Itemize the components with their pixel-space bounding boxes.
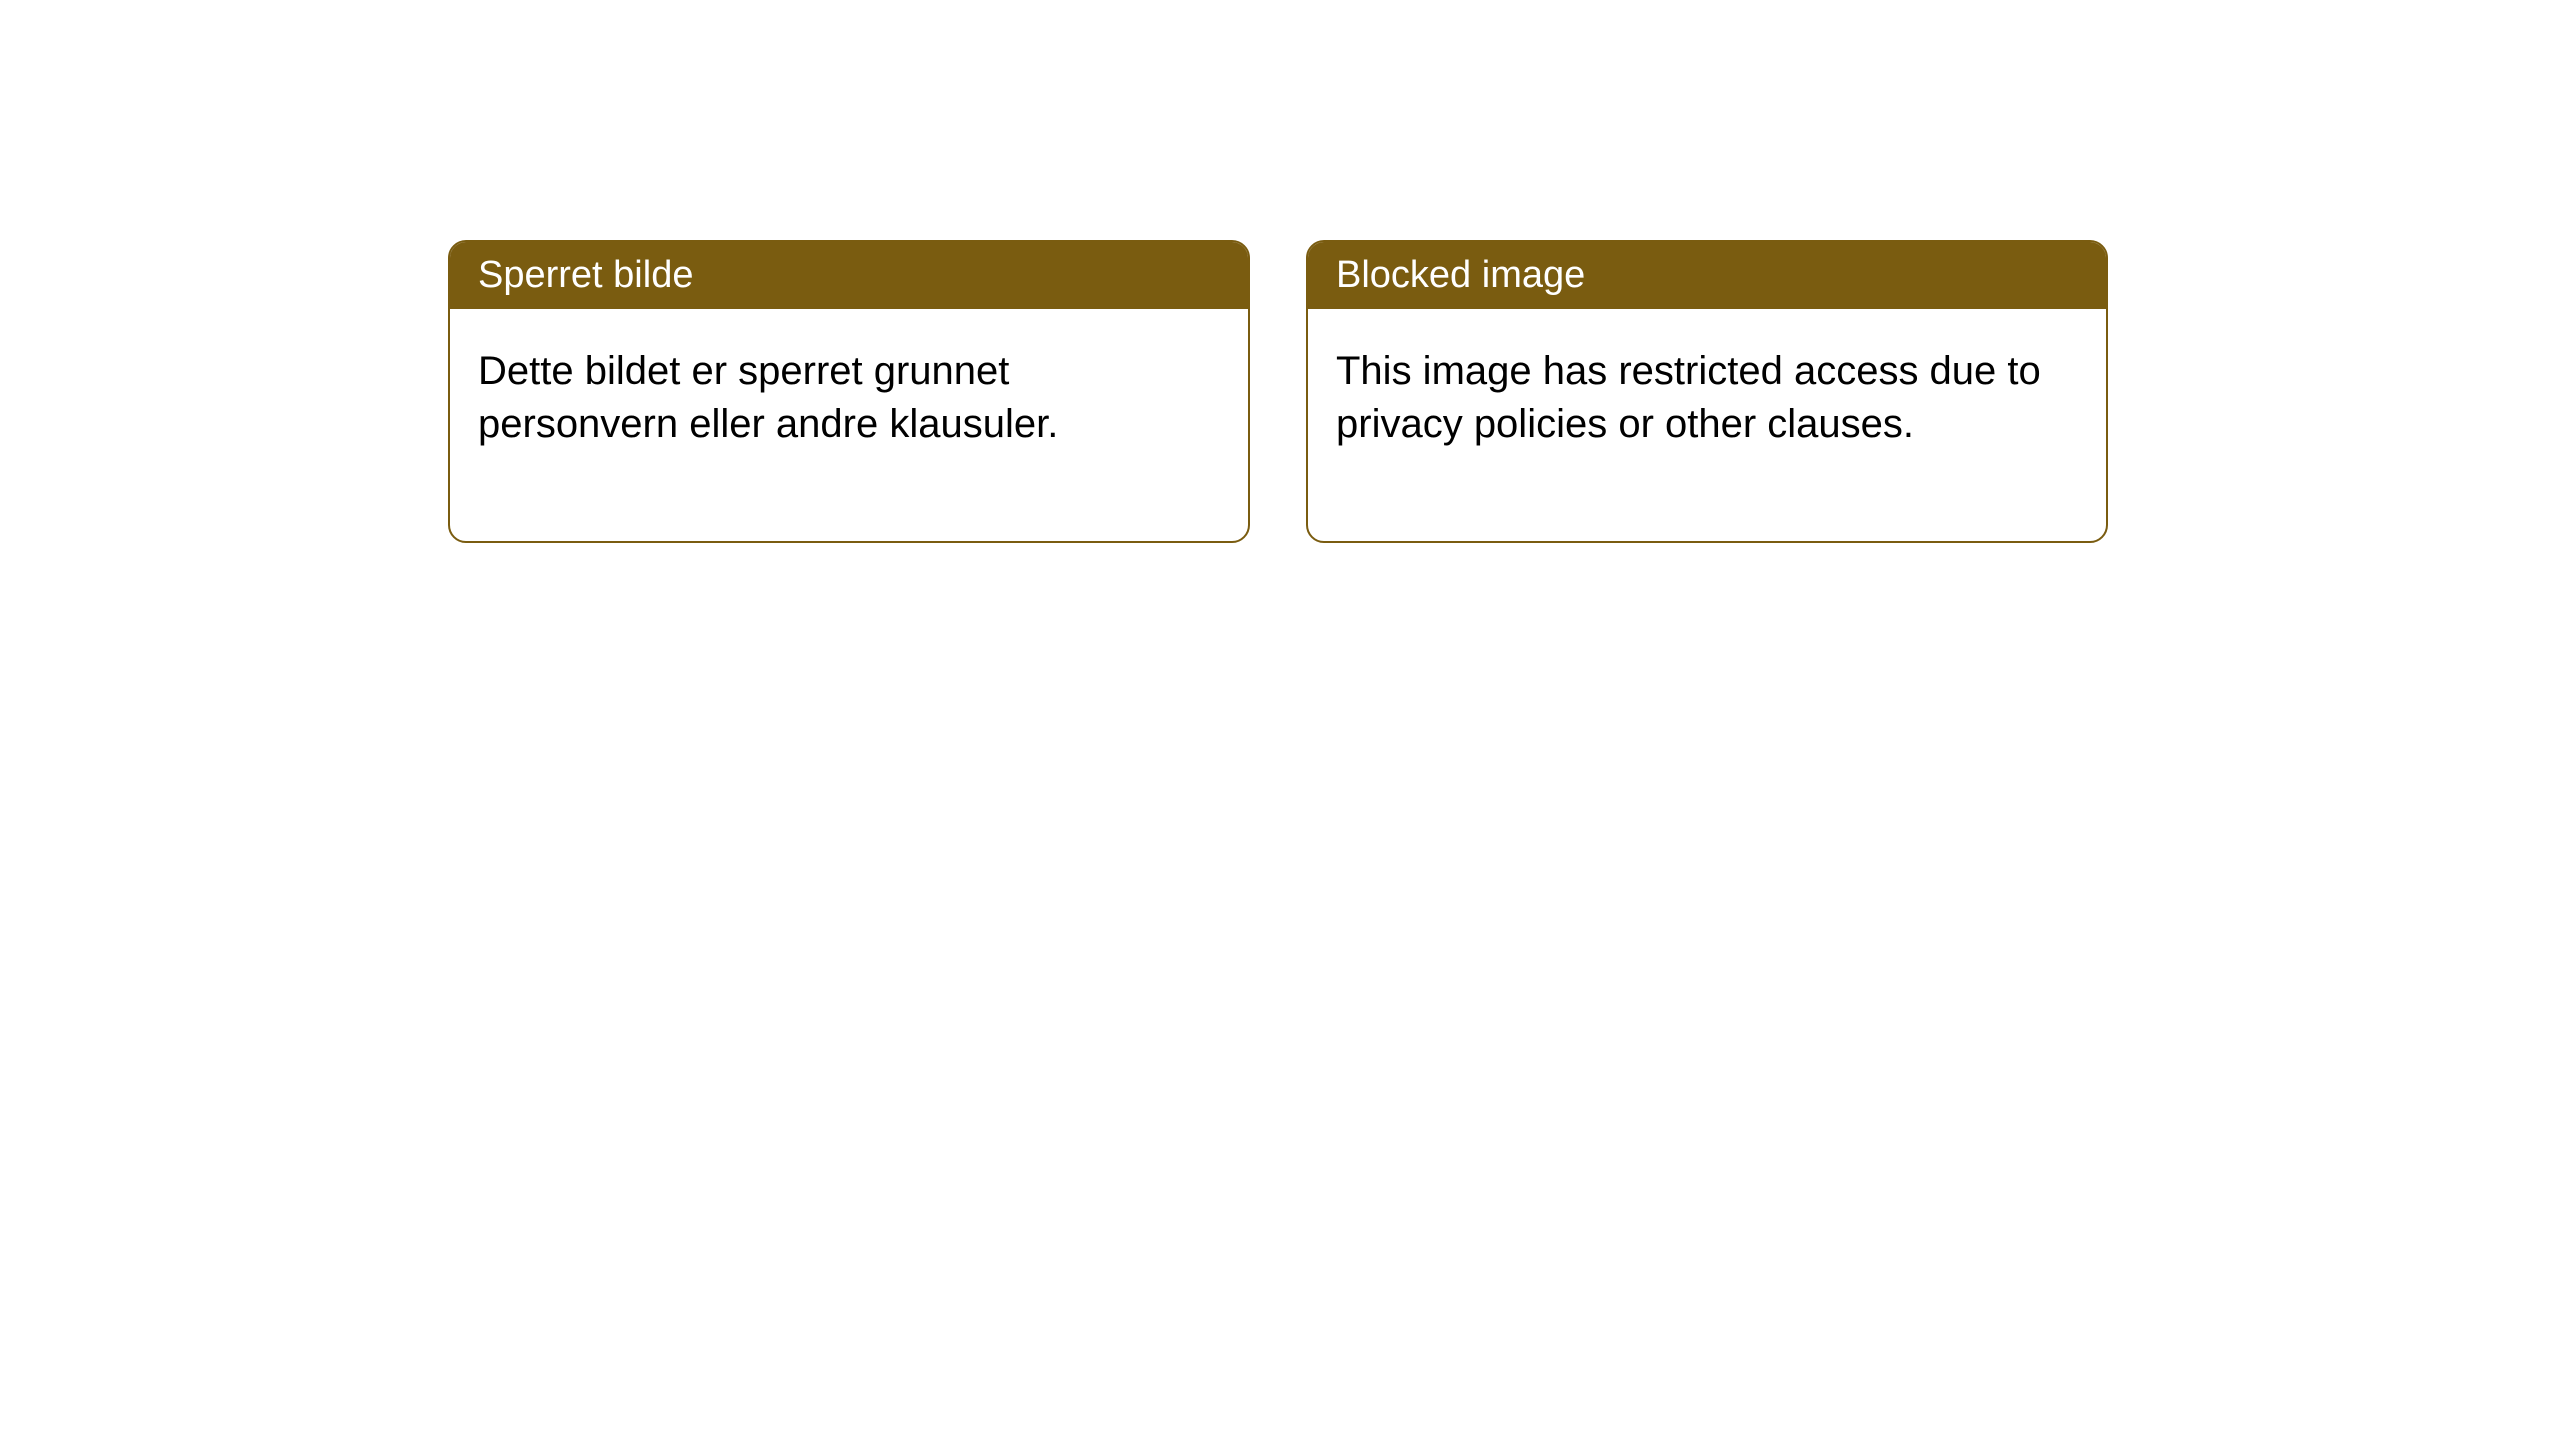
notice-body-text: This image has restricted access due to … (1336, 349, 2041, 446)
notice-header: Sperret bilde (450, 242, 1248, 309)
notice-body: This image has restricted access due to … (1308, 309, 2106, 541)
notice-card-english: Blocked image This image has restricted … (1306, 240, 2108, 543)
notice-header: Blocked image (1308, 242, 2106, 309)
notice-card-norwegian: Sperret bilde Dette bildet er sperret gr… (448, 240, 1250, 543)
notice-body: Dette bildet er sperret grunnet personve… (450, 309, 1248, 541)
notice-body-text: Dette bildet er sperret grunnet personve… (478, 349, 1058, 446)
notice-title: Sperret bilde (478, 254, 693, 296)
notice-title: Blocked image (1336, 254, 1585, 296)
notice-cards-container: Sperret bilde Dette bildet er sperret gr… (448, 240, 2108, 543)
